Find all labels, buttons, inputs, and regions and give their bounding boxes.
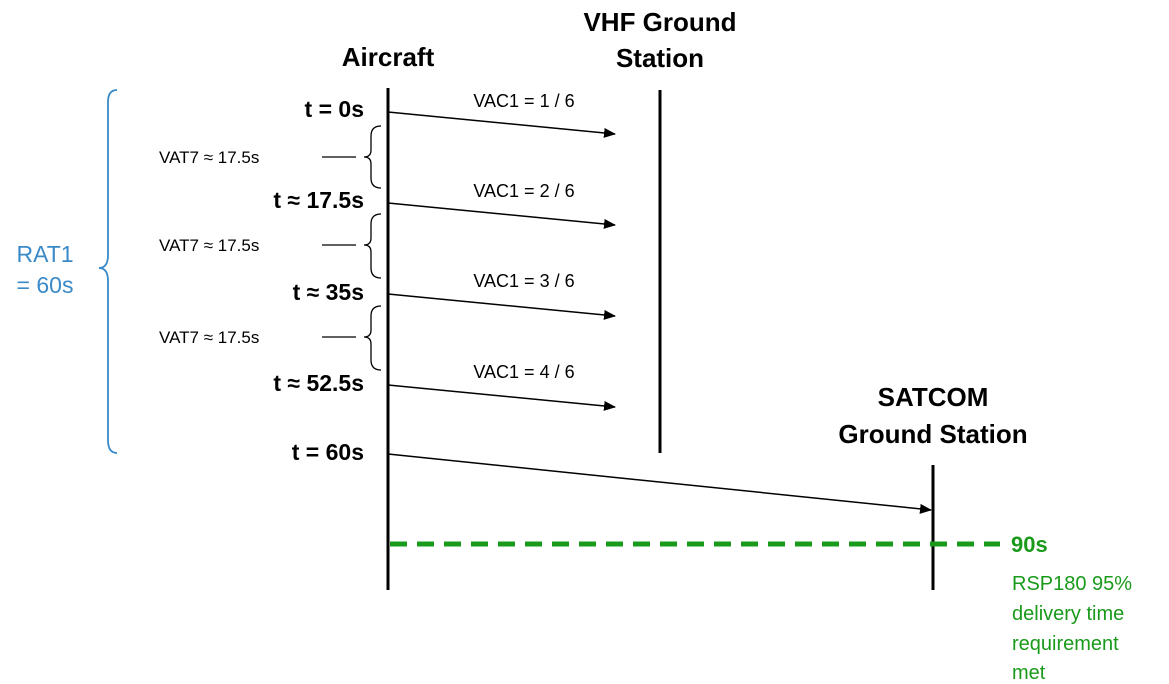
- rsp180-note-line3: requirement: [1012, 633, 1119, 655]
- vac1-label-2: VAC1 = 2 / 6: [473, 181, 574, 201]
- vhf-station-title-line1: VHF Ground: [583, 7, 736, 37]
- vat7-label-1: VAT7 ≈ 17.5s: [159, 148, 259, 167]
- aircraft-title: Aircraft: [342, 42, 435, 72]
- rsp180-time-label: 90s: [1011, 532, 1048, 557]
- satcom-arrow: [387, 453, 932, 514]
- vat7-label-2: VAT7 ≈ 17.5s: [159, 236, 259, 255]
- vac1-arrow-2: [387, 202, 616, 229]
- vac1-label-4: VAC1 = 4 / 6: [473, 362, 574, 382]
- rat1-value-label: = 60s: [17, 272, 74, 298]
- vac1-label-3: VAC1 = 3 / 6: [473, 271, 574, 291]
- time-label-4: t = 60s: [292, 439, 364, 465]
- time-label-0: t = 0s: [305, 96, 364, 122]
- time-label-1: t ≈ 17.5s: [273, 187, 364, 213]
- rat1-label: RAT1: [16, 241, 73, 267]
- vac1-label-1: VAC1 = 1 / 6: [473, 91, 574, 111]
- rsp180-note-line4: met: [1012, 662, 1046, 684]
- vat7-label-3: VAT7 ≈ 17.5s: [159, 328, 259, 347]
- time-label-3: t ≈ 52.5s: [273, 370, 364, 396]
- vac1-arrow-3: [387, 293, 616, 320]
- time-label-2: t ≈ 35s: [293, 279, 364, 305]
- rsp180-note-line1: RSP180 95%: [1012, 573, 1132, 595]
- vat7-brace-3: [363, 305, 382, 371]
- rsp180-note-line2: delivery time: [1012, 603, 1124, 625]
- vhf-station-title-line2: Station: [616, 43, 704, 73]
- vat7-brace-1: [363, 125, 382, 189]
- rat1-brace: [98, 89, 118, 454]
- vac1-arrow-4: [387, 384, 616, 411]
- satcom-station-title-line1: SATCOM: [878, 382, 989, 412]
- vat7-brace-2: [363, 213, 382, 279]
- satcom-station-title-line2: Ground Station: [838, 419, 1027, 449]
- vac1-arrow-1: [387, 111, 616, 138]
